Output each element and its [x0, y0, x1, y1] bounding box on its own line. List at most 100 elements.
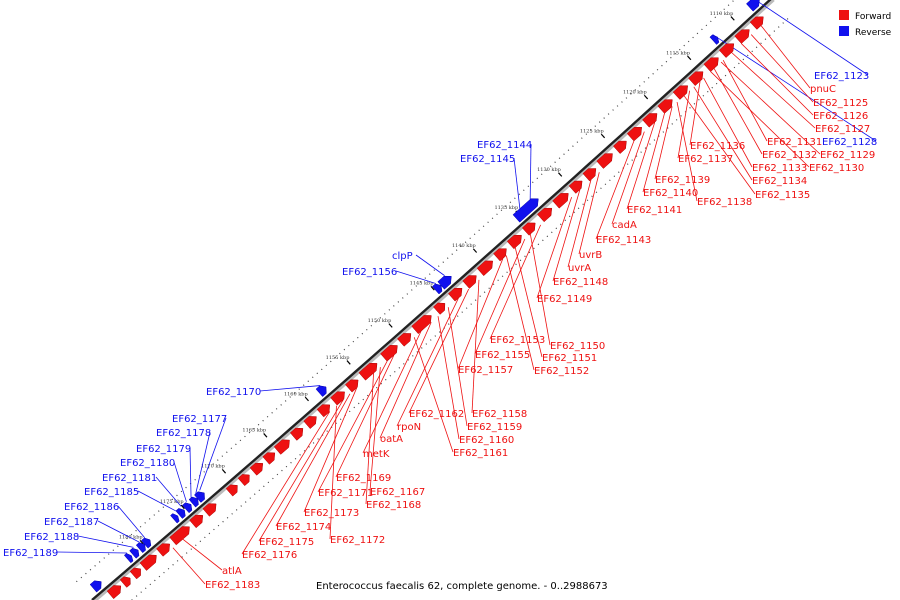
reverse-gene-arrow: [129, 547, 140, 559]
reverse-gene-arrow: [182, 502, 193, 514]
reverse-gene-arrow: [175, 508, 186, 519]
label-leader: [369, 367, 381, 492]
gene-label: EF62_1155: [475, 350, 530, 361]
gene-label: EF62_1132: [762, 150, 817, 161]
gene-label: EF62_1148: [553, 277, 608, 288]
forward-gene-arrow: [345, 379, 359, 393]
kbp-tick-label: 1110 kbp: [710, 11, 734, 17]
kbp-tick-label: 1125 kbp: [580, 128, 604, 134]
label-leader: [595, 140, 635, 240]
gene-label: EF62_1128: [822, 137, 877, 148]
label-leader: [741, 43, 814, 116]
reverse-gene-arrow: [141, 537, 152, 549]
backbone-shadow: [91, 0, 775, 600]
gene-label: EF62_1141: [627, 205, 682, 216]
kbp-tick-label: 1145 kbp: [410, 281, 434, 287]
label-leader: [396, 297, 459, 427]
gene-label: EF62_1181: [102, 473, 157, 484]
label-leader: [642, 113, 665, 193]
gene-label: EF62_1123: [814, 71, 869, 82]
outer-dotted-track: [76, 0, 736, 583]
forward-gene-arrow: [657, 99, 673, 114]
gene-label: EF62_1187: [44, 517, 99, 528]
gene-label: EF62_1134: [752, 176, 807, 187]
kbp-tick: [643, 94, 649, 100]
forward-gene-arrow: [613, 140, 627, 154]
label-leaders: [56, 0, 877, 585]
gene-label: EF62_1183: [205, 580, 260, 591]
label-leader: [447, 307, 468, 427]
kbp-tick: [346, 360, 351, 365]
gene-label: cadA: [612, 220, 637, 231]
gene-label: EF62_1179: [136, 444, 191, 455]
forward-gene-arrow: [330, 391, 345, 406]
label-leader: [731, 52, 816, 129]
gene-label: pnuC: [810, 84, 836, 95]
label-leader: [760, 25, 811, 89]
label-leader: [693, 86, 753, 181]
gene-label: EF62_1156: [342, 267, 397, 278]
reverse-gene-arrow: [709, 34, 720, 45]
kbp-tick: [472, 248, 478, 253]
forward-gene-arrow: [537, 207, 553, 223]
forward-gene-arrow: [249, 462, 264, 476]
gene-label: EF62_1127: [815, 124, 870, 135]
label-leader: [259, 385, 321, 392]
label-leader: [654, 106, 673, 180]
gene-label: EF62_1186: [64, 502, 119, 513]
kbp-tick-label: 1170 kbp: [201, 464, 225, 470]
gene-label: atlA: [222, 566, 242, 577]
label-leader: [137, 490, 177, 512]
kbp-tick-label: 1155 kbp: [326, 355, 350, 361]
forward-gene-arrow: [156, 543, 170, 557]
forward-gene-arrow: [303, 416, 317, 429]
label-leader: [683, 95, 756, 195]
gene-label: EF62_1153: [490, 335, 545, 346]
gene-label: rpoN: [397, 422, 421, 433]
label-leader: [677, 90, 691, 159]
kbp-tick-label: 1115 kbp: [666, 50, 690, 56]
forward-gene-arrow: [237, 474, 250, 487]
reverse-gene-arrow: [315, 385, 327, 397]
gene-label: EF62_1161: [453, 448, 508, 459]
reverse-gene-arrow: [194, 491, 205, 503]
label-leader: [155, 476, 182, 507]
forward-gene-arrow: [262, 452, 276, 465]
kbp-tick: [687, 55, 692, 61]
kbp-tick-label: 1150 kbp: [368, 318, 392, 324]
forward-gene-arrow: [552, 193, 569, 209]
gene-label: EF62_1170: [206, 387, 261, 398]
reverse-gene-arrow: [170, 513, 180, 524]
kbp-tick-label: 1130 kbp: [537, 167, 561, 173]
kbp-tick-label: 1175 kbp: [160, 499, 184, 505]
kbp-tick: [180, 504, 185, 510]
gene-label: EF62_1135: [755, 190, 810, 201]
legend-label-reverse: Reverse: [855, 28, 892, 38]
forward-gene-arrow: [672, 85, 688, 100]
label-leader: [529, 143, 532, 200]
label-leader: [536, 196, 573, 299]
label-leader: [172, 547, 206, 585]
label-leader: [567, 179, 592, 268]
gene-label: EF62_1169: [336, 473, 391, 484]
gene-label: EF62_1167: [370, 487, 425, 498]
gene-label: EF62_1174: [276, 522, 331, 533]
forward-gene-arrow: [273, 439, 290, 455]
label-leader: [413, 337, 454, 453]
gene-label: EF62_1175: [259, 537, 314, 548]
legend-swatch-forward: [839, 10, 849, 20]
kbp-ticks: 1110 kbp 1115 kbp 1120 kbp 1125 kbp 1130 kbp…: [119, 11, 735, 545]
label-leader: [395, 270, 436, 284]
forward-gene-arrow: [139, 554, 157, 571]
forward-gene-arrow: [626, 127, 642, 142]
label-leader: [365, 373, 374, 505]
kbp-tick: [263, 433, 268, 438]
gene-label: EF62_1136: [690, 141, 745, 152]
label-leader: [408, 288, 470, 414]
gene-label: EF62_1168: [366, 500, 421, 511]
genome-caption: Enterococcus faecalis 62, complete genom…: [316, 581, 608, 592]
forward-gene-arrow: [189, 514, 204, 529]
label-leader: [676, 101, 698, 202]
forward-gene-arrow: [358, 362, 378, 381]
kbp-tick-label: 1135 kbp: [494, 205, 518, 211]
